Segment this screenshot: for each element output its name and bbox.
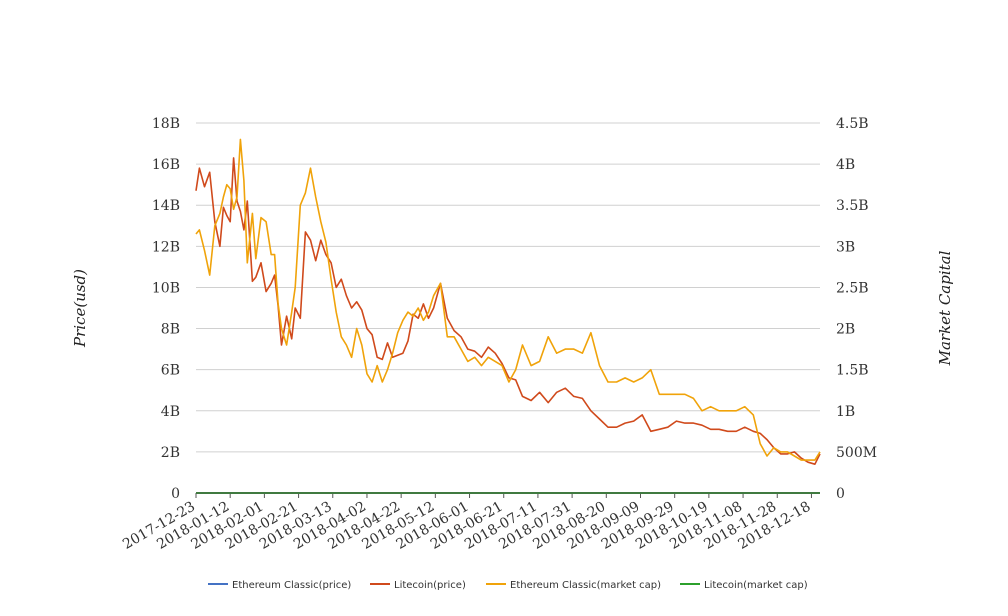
right-y-tick-label: 3.5B bbox=[836, 198, 869, 214]
left-y-tick-label: 6B bbox=[161, 363, 180, 379]
right-y-tick-label: 1B bbox=[836, 404, 855, 420]
series-line-2 bbox=[195, 157, 821, 466]
left-y-tick-label: 0 bbox=[171, 486, 180, 502]
right-y-tick-label: 1.5B bbox=[836, 363, 869, 379]
right-y-tick-label: 2B bbox=[836, 322, 855, 338]
legend-label: Litecoin(market cap) bbox=[704, 580, 808, 591]
right-y-tick-label: 0 bbox=[836, 486, 845, 502]
left-y-axis-title: Price(usd) bbox=[71, 269, 89, 348]
left-y-tick-label: 8B bbox=[161, 322, 180, 338]
legend-label: Ethereum Classic(price) bbox=[232, 580, 351, 591]
left-y-tick-label: 18B bbox=[152, 116, 180, 132]
legend-item: Ethereum Classic(price) bbox=[208, 580, 351, 591]
legend-label: Litecoin(price) bbox=[394, 580, 466, 591]
series-line-3 bbox=[195, 138, 821, 461]
left-y-tick-label: 14B bbox=[152, 198, 180, 214]
series-layer bbox=[195, 138, 821, 494]
left-y-tick-label: 16B bbox=[152, 157, 180, 173]
right-y-tick-label: 2.5B bbox=[836, 280, 869, 296]
left-y-axis-ticks: 0 2B 4B 6B 8B 10B 12B 14B 16B 18B bbox=[152, 116, 180, 502]
right-y-tick-label: 4.5B bbox=[836, 116, 869, 132]
legend-item: Litecoin(market cap) bbox=[680, 580, 808, 591]
left-y-tick-label: 10B bbox=[152, 280, 180, 296]
gridlines bbox=[196, 122, 820, 453]
legend-item: Litecoin(price) bbox=[370, 580, 466, 591]
right-y-axis-ticks: 0 500M 1B 1.5B 2B 2.5B 3B 3.5B 4B 4.5B bbox=[836, 116, 877, 502]
left-y-tick-label: 2B bbox=[161, 445, 180, 461]
legend-item: Ethereum Classic(market cap) bbox=[486, 580, 661, 591]
legend-label: Ethereum Classic(market cap) bbox=[510, 580, 661, 591]
right-y-axis-title: Market Capital bbox=[936, 250, 954, 366]
right-y-tick-label: 3B bbox=[836, 239, 855, 255]
x-axis-ticks: 2017-12-232018-01-122018-02-012018-02-21… bbox=[120, 493, 813, 553]
legend: Ethereum Classic(price) Litecoin(price) Et… bbox=[208, 580, 808, 591]
left-y-tick-label: 4B bbox=[161, 404, 180, 420]
right-y-tick-label: 500M bbox=[836, 445, 877, 461]
right-y-tick-label: 4B bbox=[836, 157, 855, 173]
left-y-tick-label: 12B bbox=[152, 239, 180, 255]
